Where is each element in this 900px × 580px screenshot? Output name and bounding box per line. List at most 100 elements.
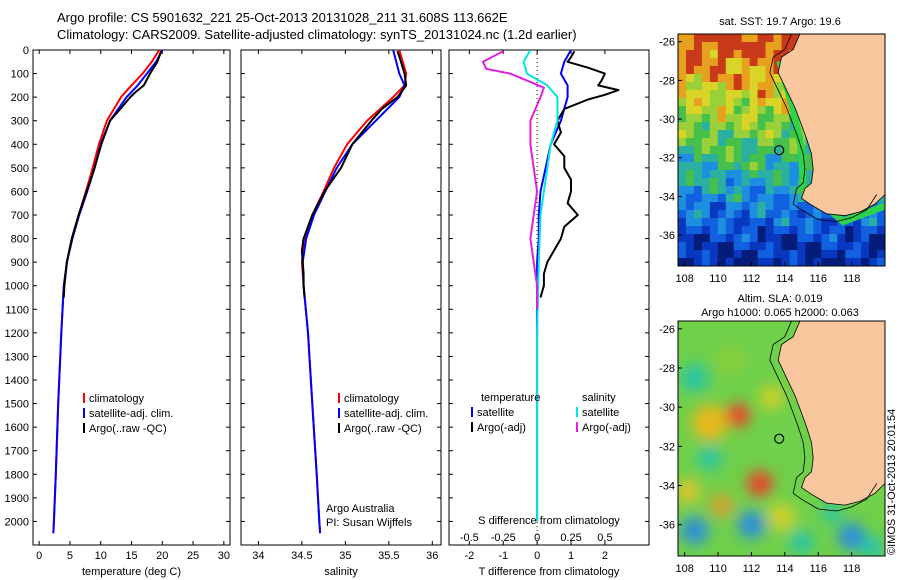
- sst-cell: [781, 258, 790, 266]
- sst-cell: [797, 242, 806, 251]
- sst-cell: [789, 194, 798, 203]
- sst-cell: [741, 146, 751, 155]
- sst-cell: [709, 202, 719, 211]
- map-x-tick-label: 110: [709, 273, 727, 285]
- sst-cell: [733, 202, 743, 211]
- sst-cell: [678, 106, 687, 115]
- sst-cell: [749, 146, 759, 155]
- land: [777, 34, 885, 217]
- p2-series: [300, 50, 408, 534]
- sst-cell: [717, 98, 727, 107]
- sst-cell: [869, 218, 878, 227]
- sst-cell: [869, 258, 878, 266]
- sst-cell: [709, 42, 719, 51]
- sst-cell: [749, 82, 759, 91]
- sst-cell: [717, 170, 727, 179]
- sst-cell: [725, 34, 735, 43]
- map-y-tick-label: -32: [659, 153, 675, 165]
- legend-text: climatology: [344, 393, 400, 405]
- sst-cell: [781, 106, 790, 115]
- sst-cell: [749, 114, 759, 123]
- sst-cell: [869, 202, 878, 211]
- sst-cell: [717, 186, 727, 195]
- sst-cell: [717, 202, 727, 211]
- x-tick-label: 30: [218, 550, 230, 562]
- sst-cell: [685, 242, 695, 251]
- sst-cell: [789, 138, 798, 147]
- sst-cell: [678, 58, 687, 67]
- series-line: [522, 50, 559, 522]
- sst-cell: [725, 42, 735, 51]
- sst-cell: [693, 50, 703, 59]
- sst-cell: [709, 186, 719, 195]
- sst-cell: [749, 250, 759, 259]
- sla-anomaly: [759, 385, 784, 410]
- sst-cell: [678, 202, 687, 211]
- sst-cell: [678, 66, 687, 75]
- sst-cell: [749, 226, 759, 235]
- sst-cell: [821, 242, 830, 251]
- sst-cell: [701, 194, 711, 203]
- sst-cell: [685, 154, 695, 163]
- sst-cell: [709, 146, 719, 155]
- sst-cell: [678, 218, 687, 227]
- sst-cell: [789, 178, 798, 187]
- map-y-tick-label: -26: [659, 324, 675, 336]
- sst-cell: [757, 146, 767, 155]
- sst-cell: [765, 146, 775, 155]
- sst-cell: [678, 74, 687, 83]
- sst-cell: [781, 98, 790, 107]
- sst-cell: [781, 130, 790, 139]
- sst-cell: [709, 98, 719, 107]
- sst-cell: [749, 242, 759, 251]
- sst-cell: [789, 34, 798, 43]
- sst-cell: [757, 210, 767, 219]
- sst-cell: [797, 226, 806, 235]
- sst-cell: [797, 250, 806, 259]
- land: [777, 321, 885, 506]
- sst-cell: [709, 50, 719, 59]
- x-tick-label: 1: [568, 550, 574, 562]
- sst-cell: [765, 202, 775, 211]
- sst-cell: [741, 130, 751, 139]
- sst-cell: [717, 34, 727, 43]
- sst-cell: [741, 74, 751, 83]
- sst-cell: [717, 178, 727, 187]
- sst-cell: [709, 210, 719, 219]
- sst-cell: [749, 218, 759, 227]
- map-x-tick-label: 108: [675, 563, 693, 575]
- sst-cell: [765, 58, 775, 67]
- sla-anomaly: [821, 502, 842, 523]
- sst-cell: [781, 170, 790, 179]
- sst-cell: [813, 226, 822, 235]
- sst-cell: [717, 90, 727, 99]
- sst-cell: [725, 82, 735, 91]
- sst-cell: [685, 186, 695, 195]
- sst-cell: [773, 82, 782, 91]
- sst-cell: [741, 138, 751, 147]
- sst-cell: [725, 154, 735, 163]
- imos-timestamp: ©IMOS 31-Oct-2013 20:01:54: [886, 409, 898, 555]
- sst-cell: [733, 250, 743, 259]
- sst-cell: [678, 82, 687, 91]
- sst-cell: [861, 258, 870, 266]
- sst-cell: [678, 194, 687, 203]
- map-y-tick-label: -36: [659, 520, 675, 532]
- sst-cell: [781, 178, 790, 187]
- sst-cell: [709, 250, 719, 259]
- x-tick-label: 0: [36, 550, 42, 562]
- sst-cell: [789, 42, 798, 51]
- sst-cell: [678, 250, 687, 259]
- sst-cell: [773, 34, 782, 43]
- sst-cell: [701, 130, 711, 139]
- sst-cell: [733, 114, 743, 123]
- sst-cell: [781, 114, 790, 123]
- sst-cell: [853, 250, 862, 259]
- sst-cell: [693, 66, 703, 75]
- sst-cell: [685, 202, 695, 211]
- sst-cell: [749, 50, 759, 59]
- sst-cell: [678, 98, 687, 107]
- sst-cell: [693, 154, 703, 163]
- sst-cell: [749, 106, 759, 115]
